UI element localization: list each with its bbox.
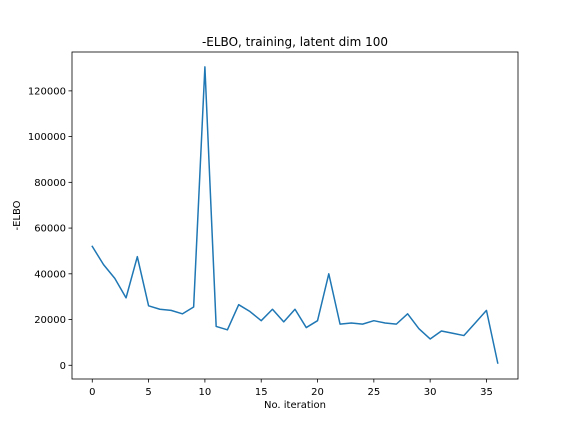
x-tick-label: 5: [145, 387, 151, 398]
plot-frame: [71, 51, 519, 380]
x-tick-label: 10: [199, 387, 212, 398]
y-tick-label: 40000: [34, 269, 66, 280]
chart-title: -ELBO, training, latent dim 100: [202, 35, 388, 49]
x-tick-label: 20: [311, 387, 324, 398]
x-tick-label: 30: [424, 387, 437, 398]
x-tick-label: 15: [255, 387, 268, 398]
x-axis-label: No. iteration: [264, 400, 326, 411]
y-tick-label: 120000: [28, 86, 66, 97]
plot-layer: 0 5 10 15 20 25 30 35 0 20000 40000 60000 80000 10000…: [28, 66, 499, 398]
y-tick-label: 60000: [34, 224, 66, 235]
y-tick-label: 80000: [34, 178, 66, 189]
x-tick-label: 35: [480, 387, 493, 398]
x-tick-label: 25: [367, 387, 380, 398]
y-axis-label: -ELBO: [12, 200, 23, 230]
series-line-1: [91, 66, 499, 364]
y-tick-label: 100000: [28, 132, 66, 143]
y-tick-label: 0: [60, 361, 66, 372]
x-tick-label: 0: [89, 387, 95, 398]
y-tick-label: 20000: [34, 315, 66, 326]
